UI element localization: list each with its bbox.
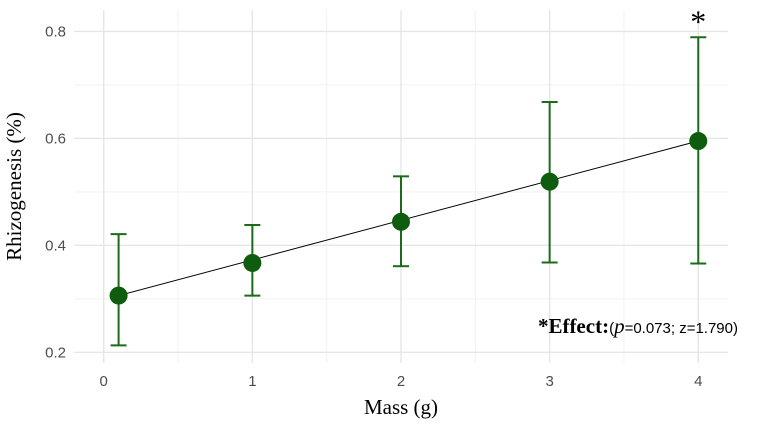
data-point <box>540 172 559 191</box>
y-tick-label: 0.2 <box>45 344 66 361</box>
x-tick-label: 2 <box>397 373 405 390</box>
effect-open-paren: ( <box>609 320 614 337</box>
x-tick-label: 3 <box>545 373 553 390</box>
data-points <box>109 132 708 305</box>
data-point <box>689 132 708 151</box>
effect-annotation: *Effect:(p=0.073; z=1.790) <box>538 314 738 338</box>
x-tick-label: 0 <box>100 373 108 390</box>
y-tick-labels: 0.2 0.4 0.6 0.8 <box>45 23 66 361</box>
x-axis-title: Mass (g) <box>364 395 438 419</box>
x-tick-label: 4 <box>694 373 702 390</box>
y-tick-label: 0.8 <box>45 23 66 40</box>
data-point <box>243 253 262 272</box>
effect-p-symbol: p <box>612 314 625 338</box>
data-point <box>392 212 410 231</box>
x-tick-labels: 0 1 2 3 4 <box>100 373 703 390</box>
y-tick-label: 0.4 <box>45 237 66 254</box>
x-tick-label: 1 <box>248 373 256 390</box>
data-point <box>109 286 128 305</box>
effect-stats: =0.073; z=1.790) <box>625 320 738 337</box>
significance-star: * <box>690 3 706 39</box>
y-tick-label: 0.6 <box>45 130 66 147</box>
effect-prefix: *Effect: <box>538 314 609 338</box>
y-axis-title: Rhizogenesis (%) <box>2 112 26 261</box>
